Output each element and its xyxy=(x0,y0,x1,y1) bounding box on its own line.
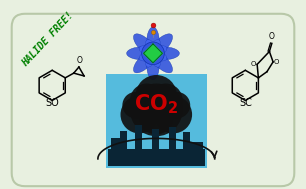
Ellipse shape xyxy=(145,47,179,60)
Circle shape xyxy=(164,92,190,118)
Ellipse shape xyxy=(133,34,159,60)
Polygon shape xyxy=(144,44,162,63)
Bar xyxy=(169,127,176,151)
Bar xyxy=(186,142,203,151)
Circle shape xyxy=(130,84,164,117)
Bar xyxy=(110,138,120,151)
Ellipse shape xyxy=(145,40,157,57)
Ellipse shape xyxy=(147,34,173,60)
Circle shape xyxy=(130,84,183,136)
Bar xyxy=(120,131,127,151)
Text: $\mathbf{CO_2}$: $\mathbf{CO_2}$ xyxy=(134,92,178,116)
Ellipse shape xyxy=(139,50,157,61)
Ellipse shape xyxy=(149,46,167,57)
Ellipse shape xyxy=(149,40,161,57)
Ellipse shape xyxy=(142,42,164,65)
Ellipse shape xyxy=(133,47,159,73)
Circle shape xyxy=(155,96,192,133)
Circle shape xyxy=(122,92,149,118)
Circle shape xyxy=(121,96,158,133)
Text: SC: SC xyxy=(239,98,252,108)
Bar xyxy=(106,74,207,168)
Ellipse shape xyxy=(147,47,173,73)
Text: HALIDE FREE!: HALIDE FREE! xyxy=(20,10,76,69)
Text: O: O xyxy=(251,61,256,67)
Circle shape xyxy=(139,100,173,134)
Circle shape xyxy=(136,75,177,116)
Text: SO: SO xyxy=(45,98,59,108)
Ellipse shape xyxy=(149,49,161,67)
Ellipse shape xyxy=(139,46,157,57)
Ellipse shape xyxy=(149,50,167,61)
Ellipse shape xyxy=(145,49,157,67)
Ellipse shape xyxy=(127,47,161,60)
Bar xyxy=(135,125,142,151)
Bar xyxy=(183,132,190,151)
Text: O: O xyxy=(269,32,275,41)
Ellipse shape xyxy=(146,46,160,80)
FancyBboxPatch shape xyxy=(12,14,294,186)
Text: O: O xyxy=(77,56,83,65)
Circle shape xyxy=(149,84,183,117)
Bar xyxy=(108,149,205,166)
Ellipse shape xyxy=(146,27,160,61)
Text: O: O xyxy=(274,59,279,65)
Bar xyxy=(152,129,159,151)
